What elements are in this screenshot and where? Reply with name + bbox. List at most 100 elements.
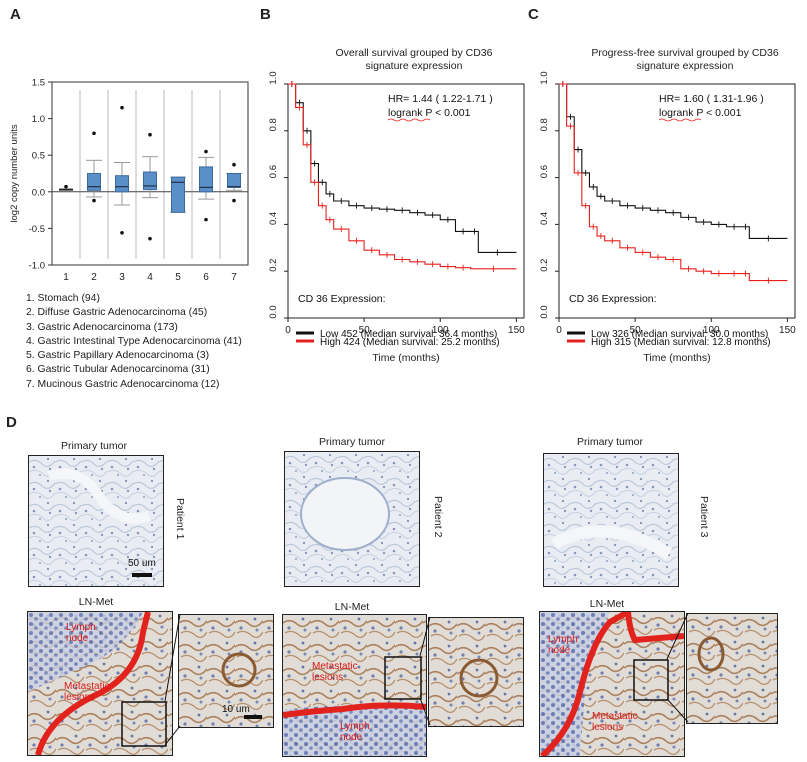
hazard-ratio: HR= 1.44 ( 1.22-1.71 ) — [388, 93, 493, 105]
primary-tumor-image-1 — [28, 455, 164, 587]
scale-label-10: 10 um — [222, 704, 250, 715]
ln-met-image-1 — [27, 611, 173, 756]
box-plot: -1.0 -0.5 0.0 0.5 1.0 1.5 log2 copy number uni… — [9, 78, 249, 283]
box-outlier — [120, 105, 124, 110]
y-tick-label: 0.0 — [268, 305, 279, 318]
box-outlier — [204, 217, 208, 222]
patient-label-1: Patient 1 — [174, 498, 186, 540]
box-outlier — [148, 132, 152, 137]
legend-item: 7. Mucinous Gastric Adenocarcinoma (12) — [26, 378, 220, 390]
x-axis-label: Time (months) — [643, 352, 710, 364]
patient-label-3: Patient 3 — [698, 496, 710, 538]
x-tick-label: 5 — [175, 272, 181, 283]
legend-item: 4. Gastric Intestinal Type Adenocarcinom… — [26, 335, 242, 347]
legend-item: 1. Stomach (94) — [26, 293, 100, 304]
panel-label-c: C — [528, 6, 539, 23]
lymph-node-label-2: Lymph node — [340, 721, 370, 743]
ln-met-zoom-1 — [178, 614, 274, 728]
primary-tumor-image-2 — [284, 451, 420, 587]
box-outlier — [92, 198, 96, 203]
lymph-node-label-1: Lymph node — [66, 622, 96, 644]
x-tick-label: 100 — [703, 325, 720, 336]
y-axis-label: log2 copy number units — [9, 124, 20, 222]
box-outlier — [232, 162, 236, 167]
x-axis-label: Time (months) — [372, 352, 439, 364]
y-tick-label: 1.0 — [539, 71, 550, 84]
y-tick-label: 0.2 — [539, 259, 550, 272]
box-outlier — [64, 184, 68, 189]
panel-label-b: B — [260, 6, 271, 23]
y-tick-label: 0.6 — [268, 165, 279, 178]
y-tick-label: 0.8 — [268, 118, 279, 131]
ln-met-label-2: LN-Met — [334, 601, 370, 613]
legend-item: 5. Gastric Papillary Adenocarcinoma (3) — [26, 350, 210, 362]
ln-met-image-3 — [539, 611, 685, 757]
metastatic-label-2: Metastatic lesions — [312, 661, 358, 683]
box — [171, 176, 185, 213]
legend-low: Low 326 (Median survival: 30.0 months) — [591, 329, 768, 340]
box-outlier — [232, 198, 236, 203]
box — [227, 173, 241, 188]
y-tick-label: 0.8 — [539, 118, 550, 131]
plot-frame — [51, 81, 249, 266]
metastatic-label-1: Metastatic lesions — [64, 681, 110, 703]
x-tick-label: 150 — [779, 325, 796, 336]
scale-bar-10 — [244, 715, 262, 719]
box — [115, 175, 129, 193]
logrank-p: logrank P < 0.001 — [388, 107, 471, 119]
y-tick-label: 1.0 — [32, 114, 45, 125]
y-axis-label: Probability — [533, 176, 534, 226]
x-tick-label: 3 — [119, 272, 125, 283]
km-curve-low — [288, 83, 517, 254]
y-tick-label: -1.0 — [29, 261, 45, 272]
legend-item: 2. Diffuse Gastric Adenocarcinoma (45) — [26, 307, 208, 319]
legend-item: 3. Gastric Adenocarcinoma (173) — [26, 321, 178, 333]
scale-bar-50 — [132, 573, 152, 577]
legend-title: CD 36 Expression: — [569, 293, 657, 305]
x-tick-label: 0 — [556, 325, 562, 336]
primary-tumor-image-3 — [543, 453, 679, 587]
ln-met-label-3: LN-Met — [589, 598, 625, 610]
y-tick-label: 1.0 — [268, 71, 279, 84]
x-tick-label: 7 — [231, 272, 237, 283]
km-curve-high — [559, 83, 788, 282]
x-tick-label: 50 — [630, 325, 642, 336]
x-tick-label: 50 — [359, 325, 371, 336]
ln-met-zoom-2 — [428, 617, 524, 727]
chart-title: Progress-free survival grouped by CD36 — [591, 47, 778, 59]
box-outlier — [92, 131, 96, 136]
overall-survival-chart: Overall survival grouped by CD36signatur… — [262, 47, 525, 364]
x-tick-label: 150 — [508, 325, 525, 336]
chart-title: signature expression — [366, 60, 463, 72]
y-tick-label: 0.4 — [268, 212, 279, 225]
x-tick-label: 100 — [432, 325, 449, 336]
spellcheck-underline — [658, 118, 702, 122]
x-tick-label: 1 — [63, 272, 69, 283]
scale-label-50: 50 um — [128, 558, 156, 569]
legend-high: High 315 (Median survival: 12.8 months) — [591, 337, 771, 348]
x-tick-label: 4 — [147, 272, 153, 283]
metastatic-label-3: Metastatic lesions — [592, 711, 638, 733]
y-tick-label: 0.0 — [32, 187, 45, 198]
legend-title: CD 36 Expression: — [298, 293, 386, 305]
box-plot-legend: 1. Stomach (94) 2. Diffuse Gastric Adeno… — [26, 292, 242, 392]
logrank-p: logrank P < 0.001 — [659, 107, 742, 119]
patient-label-2: Patient 2 — [432, 496, 444, 538]
spellcheck-underline — [387, 118, 431, 122]
progress-free-survival-chart: Progress-free survival grouped by CD36si… — [533, 47, 796, 364]
box — [143, 171, 157, 191]
box-outlier — [120, 230, 124, 235]
primary-tumor-label-3: Primary tumor — [577, 436, 643, 448]
box-outlier — [204, 149, 208, 154]
ln-met-image-2 — [282, 614, 427, 757]
y-tick-label: 0.0 — [539, 305, 550, 318]
y-tick-label: 0.6 — [539, 165, 550, 178]
hazard-ratio: HR= 1.60 ( 1.31-1.96 ) — [659, 93, 764, 105]
chart-title: Overall survival grouped by CD36 — [336, 47, 493, 59]
x-tick-label: 0 — [285, 325, 291, 336]
x-tick-label: 6 — [203, 272, 209, 283]
km-curve-low — [559, 83, 788, 239]
box — [199, 166, 213, 193]
ln-met-label-1: LN-Met — [78, 596, 114, 608]
y-tick-label: 0.2 — [268, 259, 279, 272]
